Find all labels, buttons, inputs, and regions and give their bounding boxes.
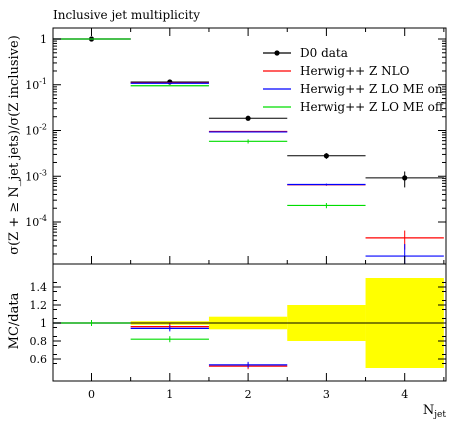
legend: D0 data Herwig++ Z NLO Herwig++ Z LO ME on… — [263, 46, 445, 114]
x-tick-label: 4 — [401, 388, 408, 401]
tick-base: 10 — [25, 79, 39, 92]
tick-base: 10 — [25, 170, 39, 183]
y-tick-label: 10-1 — [25, 77, 47, 92]
tick-base: 10 — [25, 125, 39, 138]
y-tick-label: 10-2 — [25, 123, 47, 138]
legend-marker — [274, 50, 280, 56]
chart-title: Inclusive jet multiplicity — [53, 8, 200, 22]
y-tick-label: 10-3 — [25, 168, 47, 183]
ratio-y-axis-title: MC/data — [7, 292, 22, 349]
data-point — [402, 175, 408, 181]
x-tick-label: 1 — [166, 388, 173, 401]
ratio-tick-label: 1.2 — [30, 299, 48, 312]
legend-label: Herwig++ Z LO ME on — [300, 82, 443, 96]
y-axis-title: σ(Z + ≥ N_jet jets)/σ(Z inclusive) — [7, 35, 22, 255]
y-tick-label: 10-4 — [25, 214, 47, 229]
ratio-tick-label: 1 — [40, 317, 47, 330]
tick-base: 10 — [25, 216, 39, 229]
tick-exponent: -4 — [39, 214, 47, 223]
ratio-panel: 1.4 1.2 1 0.8 0.6 0 1 2 3 4 — [30, 256, 446, 401]
y-tick-label: 1 — [40, 33, 47, 46]
upper-panel: 110-110-210-310-4 — [25, 28, 446, 264]
x-axis-title: Njet — [423, 403, 446, 420]
x-tick-label: 0 — [88, 388, 95, 401]
tick-exponent: -3 — [39, 168, 47, 177]
x-tick-label: 2 — [245, 388, 252, 401]
tick-exponent: -2 — [39, 123, 47, 132]
data-point — [245, 115, 251, 121]
ratio-tick-label: 0.6 — [30, 353, 48, 366]
ratio-frame — [52, 263, 447, 382]
ratio-tick-label: 1.4 — [30, 281, 48, 294]
x-axis-title-main: N — [423, 403, 434, 418]
tick-exponent: -1 — [39, 77, 47, 86]
data-point — [323, 153, 329, 159]
x-tick-label: 3 — [323, 388, 330, 401]
ratio-tick-label: 0.8 — [30, 335, 48, 348]
legend-label: Herwig++ Z LO ME off — [300, 100, 445, 114]
x-axis-title-sub: jet — [433, 410, 446, 420]
legend-label: D0 data — [300, 46, 348, 60]
legend-label: Herwig++ Z NLO — [300, 64, 410, 78]
